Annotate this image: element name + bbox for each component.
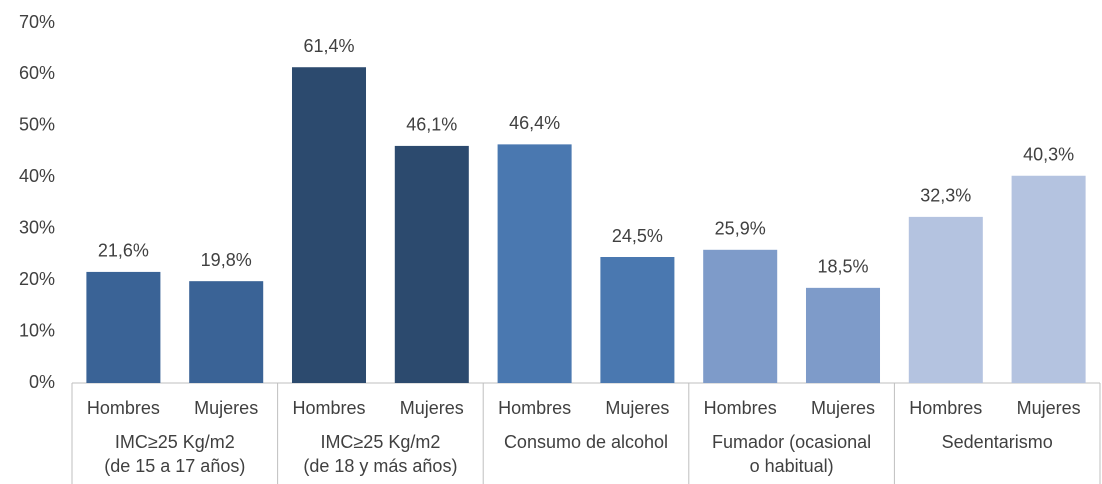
- group-label: Sedentarismo: [942, 432, 1053, 452]
- group-label: IMC≥25 Kg/m2: [115, 432, 235, 452]
- y-tick-label: 10%: [19, 320, 55, 340]
- x-tick-label: Hombres: [498, 398, 571, 418]
- group-label: Fumador (ocasional: [712, 432, 871, 452]
- value-label: 24,5%: [612, 226, 663, 246]
- bar: [703, 249, 778, 383]
- bar: [189, 281, 264, 383]
- bar: [86, 271, 161, 383]
- x-tick-label: Mujeres: [1017, 398, 1081, 418]
- y-tick-label: 20%: [19, 269, 55, 289]
- group-label: Consumo de alcohol: [504, 432, 668, 452]
- y-tick-label: 70%: [19, 12, 55, 32]
- group-label: (de 15 a 17 años): [104, 456, 245, 476]
- value-label: 46,4%: [509, 113, 560, 133]
- value-label: 40,3%: [1023, 144, 1074, 164]
- y-tick-label: 0%: [29, 372, 55, 392]
- group-label: (de 18 y más años): [303, 456, 457, 476]
- bar: [497, 144, 572, 383]
- bar: [1011, 175, 1086, 383]
- bar: [394, 145, 469, 383]
- bar: [600, 257, 675, 383]
- value-label: 32,3%: [920, 186, 971, 206]
- x-tick-label: Mujeres: [400, 398, 464, 418]
- value-label: 19,8%: [201, 250, 252, 270]
- bar: [805, 287, 881, 383]
- value-label: 46,1%: [406, 115, 457, 135]
- x-tick-label: Mujeres: [605, 398, 669, 418]
- value-label: 25,9%: [715, 219, 766, 239]
- x-tick-label: Hombres: [909, 398, 982, 418]
- y-tick-label: 40%: [19, 166, 55, 186]
- x-tick-label: Hombres: [704, 398, 777, 418]
- y-tick-label: 50%: [19, 115, 55, 135]
- bar: [291, 67, 367, 383]
- x-tick-label: Mujeres: [811, 398, 875, 418]
- bar: [908, 216, 983, 383]
- x-tick-label: Mujeres: [194, 398, 258, 418]
- x-tick-label: Hombres: [292, 398, 365, 418]
- group-label: IMC≥25 Kg/m2: [320, 432, 440, 452]
- group-label: o habitual): [750, 456, 834, 476]
- value-label: 18,5%: [817, 257, 868, 277]
- value-label: 21,6%: [98, 241, 149, 261]
- value-label: 61,4%: [303, 36, 354, 56]
- y-tick-label: 60%: [19, 63, 55, 83]
- y-tick-label: 30%: [19, 217, 55, 237]
- x-tick-label: Hombres: [87, 398, 160, 418]
